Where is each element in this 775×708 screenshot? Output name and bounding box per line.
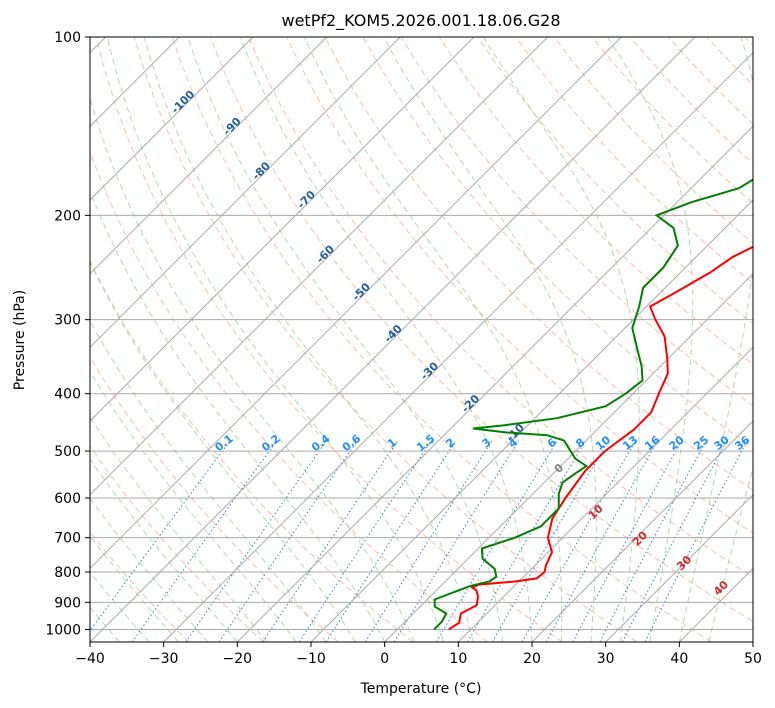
mixing-ratio-line-3	[364, 440, 493, 642]
y-tick-label: 600	[54, 491, 81, 507]
grid-layer	[90, 37, 753, 642]
y-axis: 100 200 300 400 500 600 700 800 900 1000	[45, 30, 90, 638]
dry-adiabats	[90, 37, 753, 642]
dry-adiabat	[210, 37, 753, 623]
mixing-ratio-line-0.1	[90, 440, 231, 632]
isotherm--80	[90, 37, 401, 349]
x-axis: −40 −30 −20 −10 0 10 20 30 40 50	[75, 642, 762, 667]
mixing-ratio-line-0.2	[131, 440, 278, 642]
isotherm--40	[90, 37, 696, 642]
dry-adiabat	[90, 259, 414, 642]
moist-adiabat	[90, 260, 356, 642]
x-tick-label: −20	[223, 651, 253, 667]
dry-adiabat	[90, 356, 339, 642]
isotherm-0	[384, 272, 753, 642]
isotherm--10	[310, 199, 753, 642]
dry-adiabat	[133, 37, 638, 642]
mixing-ratio-line-6	[435, 440, 558, 642]
moist-adiabat	[90, 458, 238, 642]
moist-adiabat	[383, 37, 597, 642]
dry-adiabat	[90, 445, 264, 642]
y-tick-label: 800	[54, 565, 81, 581]
y-tick-label: 1000	[45, 622, 81, 638]
isotherm--100	[90, 37, 254, 201]
y-tick-label: 900	[54, 595, 81, 611]
dewpoint-line	[433, 178, 753, 631]
dry-adiabat	[286, 37, 753, 534]
x-tick-label: 20	[523, 651, 541, 667]
x-tick-label: 0	[380, 651, 389, 667]
isotherm--20	[236, 125, 753, 642]
moist-adiabat	[678, 37, 753, 642]
mixing-ratio-line-20	[572, 440, 683, 642]
isobars	[90, 37, 753, 630]
isotherm-30	[605, 493, 753, 642]
x-tick-label: 10	[449, 651, 467, 667]
y-tick-label: 200	[54, 208, 81, 224]
moist-adiabat	[607, 37, 694, 642]
moist-adiabat	[143, 37, 474, 642]
mixing-ratio-line-8	[467, 440, 587, 642]
dry-adiabat	[95, 37, 563, 642]
moist-adiabat	[303, 37, 563, 642]
y-tick-label: 100	[54, 30, 81, 46]
dry-adiabat	[171, 37, 712, 642]
mixing-ratio-line-1.5	[298, 440, 432, 642]
dry-adiabat	[248, 37, 753, 578]
isotherms	[90, 37, 753, 642]
moist-adiabat	[90, 535, 179, 642]
mixing-ratio-line-0.4	[185, 440, 328, 642]
moist-adiabat	[106, 37, 445, 642]
isotherm--30	[163, 51, 753, 642]
x-tick-label: −30	[149, 651, 179, 667]
mixing-ratio-line-10	[491, 440, 609, 642]
isotherm--90	[90, 37, 328, 275]
y-tick-label: 700	[54, 531, 81, 547]
y-tick-label: 300	[54, 313, 81, 329]
x-tick-label: 40	[670, 651, 688, 667]
isotherm--60	[90, 37, 549, 496]
mixing-ratio-line-16	[545, 440, 659, 642]
moist-adiabat	[187, 37, 503, 642]
moist-adiabat	[708, 466, 753, 642]
x-tick-label: 50	[744, 651, 762, 667]
dry-adiabat	[515, 37, 753, 284]
moist-adiabat	[90, 416, 268, 642]
y-tick-label: 500	[54, 444, 81, 460]
plot-frame	[89, 36, 754, 643]
mixing-ratio-line-36	[644, 440, 748, 642]
series-layer	[433, 178, 753, 631]
x-tick-label: −40	[75, 651, 105, 667]
moist-adiabat	[90, 319, 327, 642]
x-axis-label: Temperature (°C)	[360, 681, 482, 697]
mixing-ratio-line-1	[262, 440, 399, 642]
temperature-line	[448, 245, 753, 631]
moist-adiabat	[90, 370, 297, 642]
isotherm--50	[90, 37, 622, 570]
y-axis-label: Pressure (hPa)	[12, 290, 28, 390]
chart-title: wetPf2_KOM5.2026.001.18.06.G28	[281, 11, 560, 31]
isotherm-10	[457, 346, 753, 642]
x-tick-label: −10	[296, 651, 326, 667]
moist-adiabat	[239, 37, 533, 642]
moist-adiabat	[482, 37, 640, 642]
isotherm-20	[531, 420, 753, 642]
moist-adiabat	[90, 497, 209, 642]
x-tick-label: 30	[597, 651, 615, 667]
moist-adiabat	[90, 189, 386, 642]
mixing-ratio-line-13	[521, 440, 637, 642]
mixing-ratio-line-2	[325, 440, 457, 642]
y-tick-label: 400	[54, 387, 81, 403]
isotherm--70	[90, 37, 475, 422]
